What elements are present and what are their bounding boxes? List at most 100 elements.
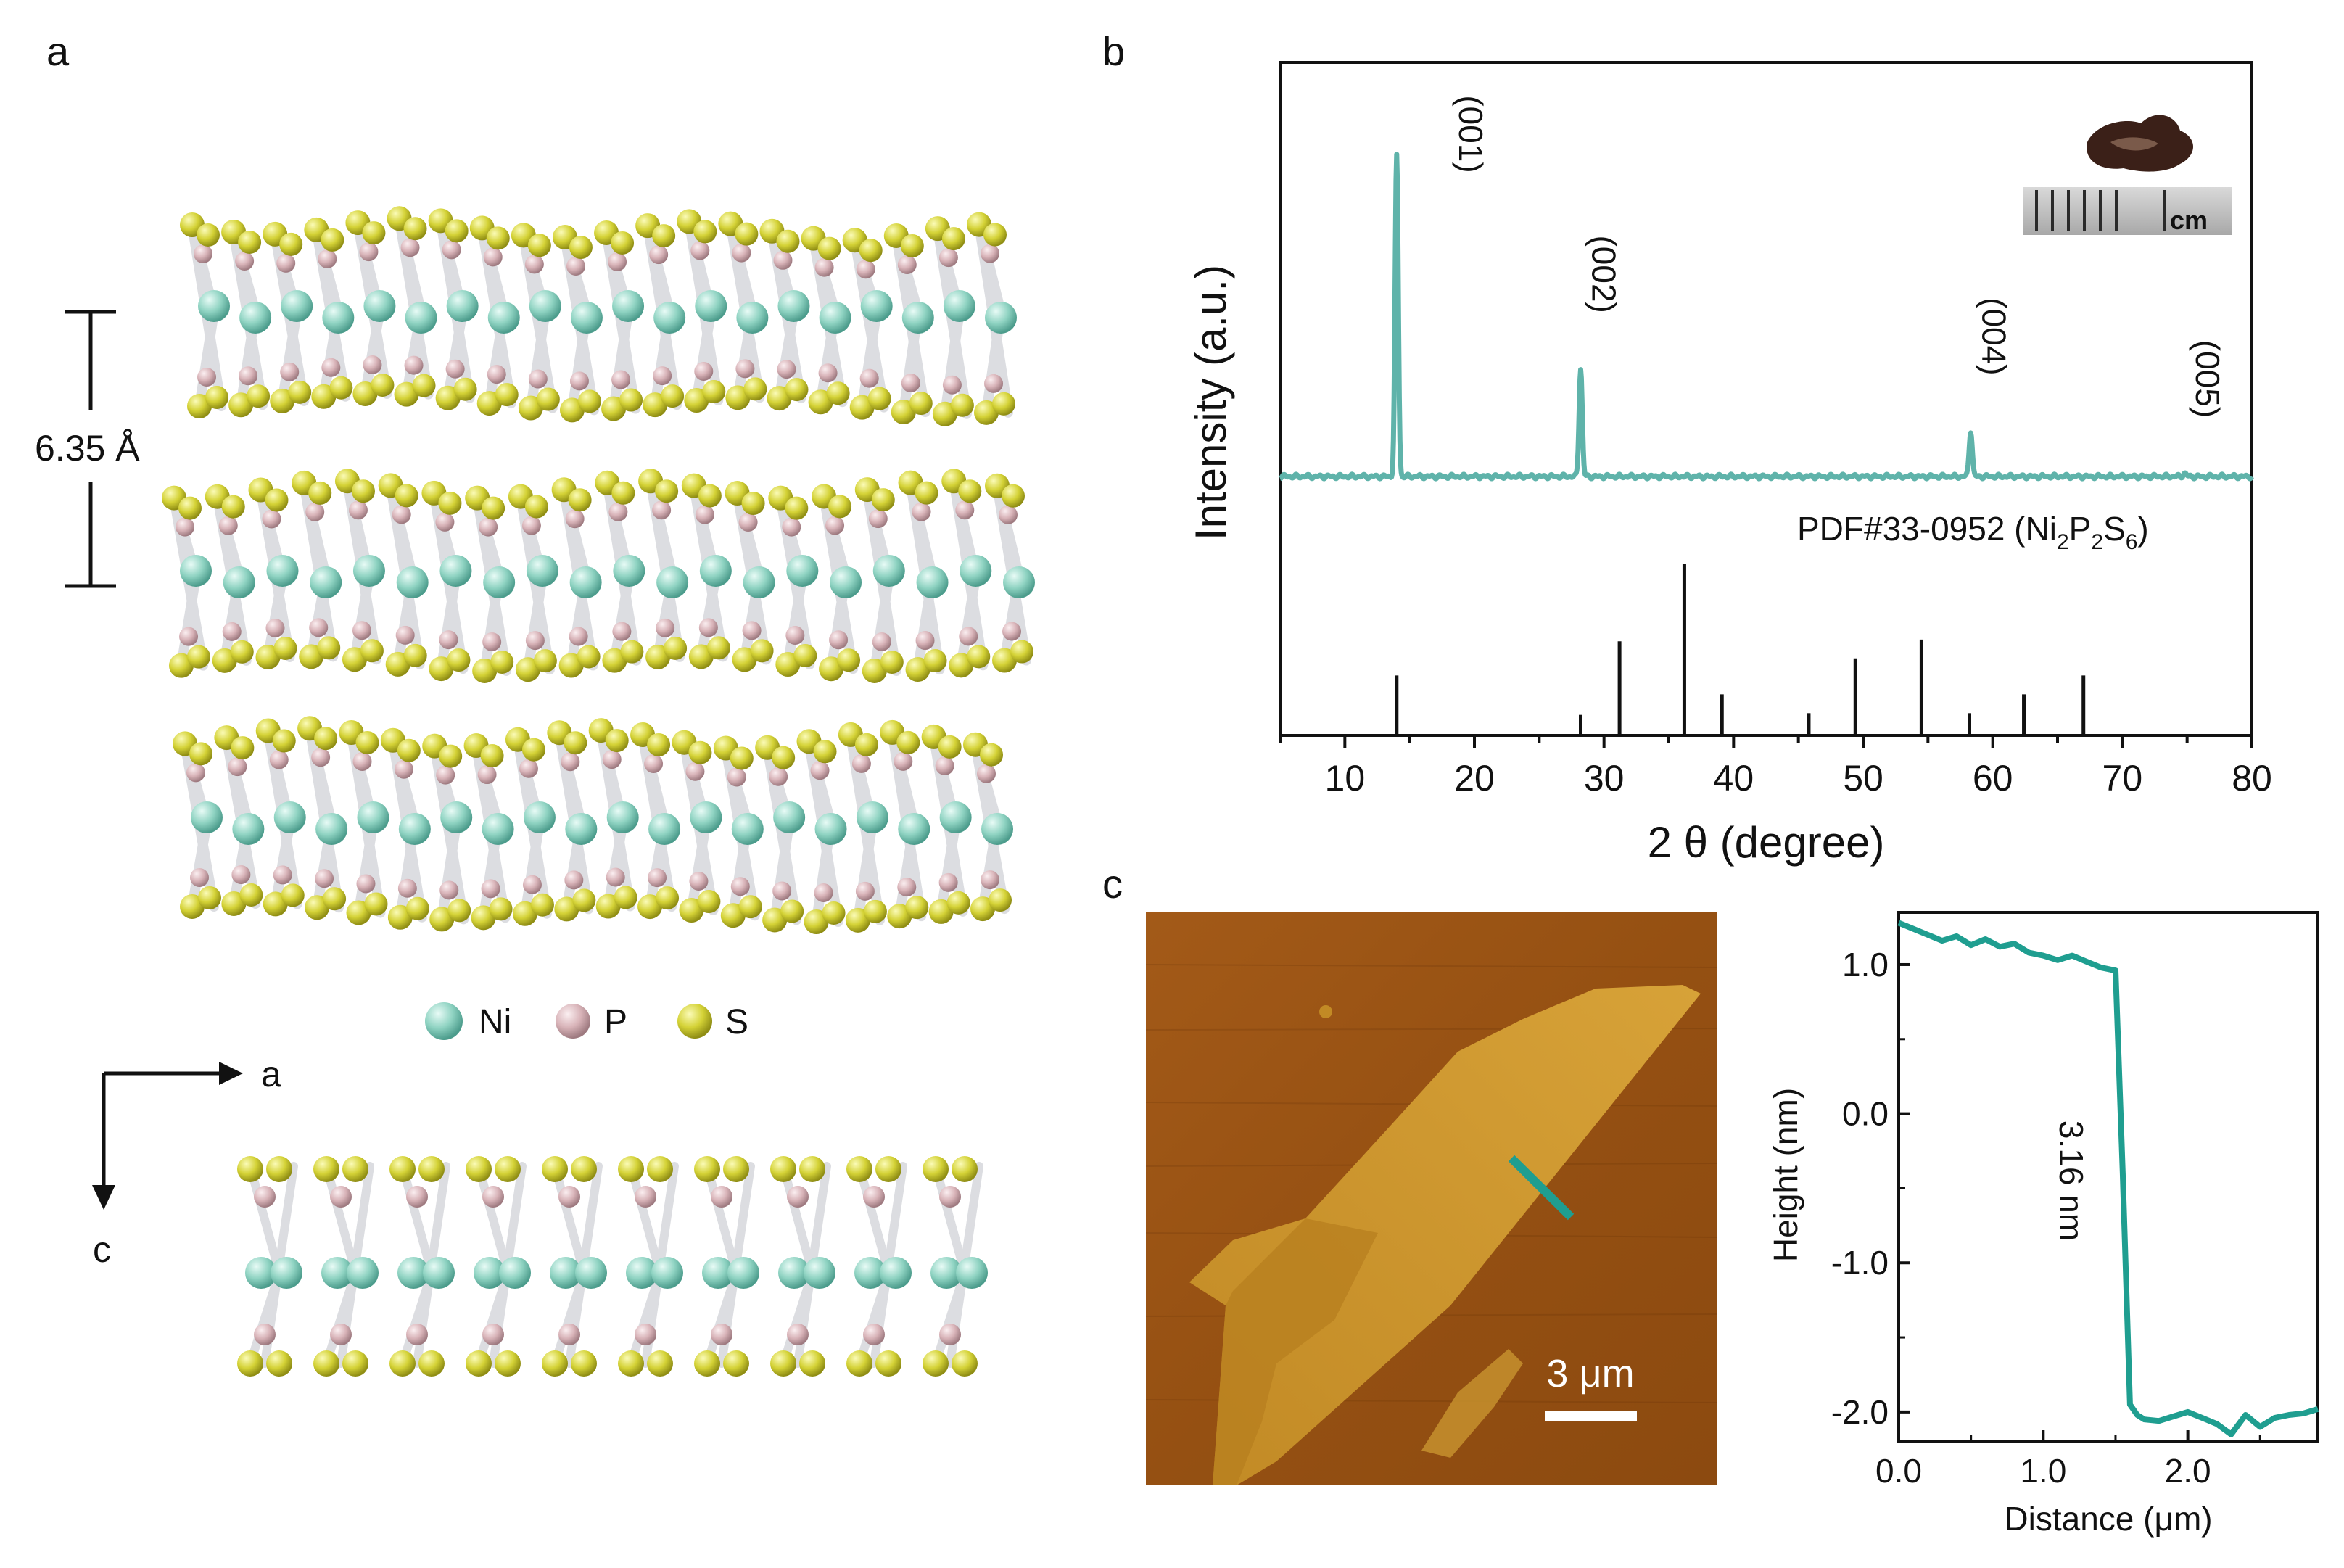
s-atom (611, 481, 635, 505)
s-atom (730, 746, 754, 770)
p-atom (608, 252, 627, 271)
panel-b-label: b (1102, 28, 1125, 74)
p-atom (569, 627, 588, 646)
p-atom (482, 1324, 504, 1345)
crystal-side-view-illustration (237, 1156, 988, 1377)
height-profile-x-label: Distance (μm) (2004, 1500, 2212, 1538)
p-atom (179, 627, 198, 646)
s-atom (817, 236, 841, 260)
p-atom (262, 509, 281, 529)
s-atom (533, 649, 557, 673)
s-atom (950, 393, 974, 417)
p-atom (435, 512, 455, 532)
p-atom (602, 750, 622, 769)
ni-atom (854, 1257, 886, 1289)
axis-a-label: a (261, 1054, 281, 1094)
p-atom (442, 240, 461, 260)
s-atom (723, 1350, 749, 1377)
ni-atom (446, 290, 479, 322)
s-atom (439, 744, 463, 768)
s-atom (1010, 640, 1033, 664)
s-atom (281, 883, 305, 907)
s-atom (741, 492, 765, 516)
height-y-tick-label: 0.0 (1842, 1095, 1889, 1133)
p-atom (521, 516, 541, 535)
s-atom (770, 1350, 796, 1377)
p-atom (404, 355, 424, 375)
height-x-tick-label: 0.0 (1875, 1452, 1922, 1490)
s-atom (569, 236, 593, 260)
p-atom (606, 867, 625, 887)
p-atom (915, 631, 935, 651)
s-atom (652, 224, 676, 248)
p-atom (194, 244, 212, 263)
ni-atom (315, 813, 348, 845)
s-atom (247, 384, 271, 408)
s-atom (527, 234, 551, 257)
s-atom (618, 1156, 644, 1182)
s-atom (486, 226, 510, 250)
ni-atom (529, 290, 561, 322)
s-atom (688, 740, 712, 764)
p-atom (785, 626, 805, 645)
s-atom (952, 1156, 978, 1182)
s-atom (564, 731, 587, 755)
crystal-photo-inset: cm (2023, 115, 2232, 235)
p-atom (772, 881, 792, 901)
p-atom (955, 500, 975, 520)
p-atom (694, 362, 714, 381)
s-atom (989, 888, 1012, 912)
s-atom (495, 1350, 521, 1377)
afm-image: 3 μm (1145, 912, 1718, 1485)
s-atom (605, 729, 629, 753)
s-atom (351, 479, 375, 503)
s-atom (288, 380, 312, 404)
p-atom (897, 878, 917, 897)
p-atom (280, 362, 300, 381)
s-atom (308, 481, 332, 505)
ni-atom (482, 813, 514, 845)
p-atom (868, 509, 888, 529)
ni-atom (699, 555, 732, 587)
s-atom (980, 743, 1003, 767)
ni-atom (651, 1257, 683, 1289)
crystal-bond (703, 1162, 740, 1277)
s-atom (875, 1350, 901, 1377)
p-atom (561, 752, 580, 772)
s-atom (846, 1156, 872, 1182)
p-atom (999, 505, 1018, 524)
s-atom (178, 496, 202, 520)
ni-atom (943, 290, 975, 322)
height-profile-frame (1897, 911, 2319, 1443)
p-atom (711, 1324, 732, 1345)
p-atom (522, 875, 542, 894)
s-atom (266, 1350, 292, 1377)
s-atom (875, 1156, 901, 1182)
s-atom (905, 896, 929, 920)
s-atom (577, 389, 601, 413)
ni-atom (819, 302, 851, 334)
afm-particle (1319, 1005, 1332, 1018)
ni-atom (778, 1257, 810, 1289)
p-atom (222, 622, 242, 641)
p-atom (855, 881, 875, 901)
p-atom (727, 767, 746, 787)
afm-scale-bar (1545, 1411, 1637, 1421)
p-atom (482, 1186, 504, 1208)
s-atom (489, 897, 513, 921)
afm-flake-fragment (1421, 1349, 1523, 1458)
s-atom (360, 639, 384, 663)
p-atom (856, 260, 875, 279)
p-atom (698, 618, 718, 637)
s-atom (967, 645, 991, 669)
p-atom (685, 762, 705, 781)
s-atom (915, 481, 938, 505)
p-atom (635, 1186, 656, 1208)
p-atom (810, 761, 830, 780)
s-atom (342, 1350, 368, 1377)
p-atom (397, 878, 417, 898)
crystal-bond (398, 1162, 436, 1277)
p-atom (305, 502, 325, 521)
crystal-structure-illustration (162, 206, 1035, 934)
s-atom (647, 733, 671, 756)
